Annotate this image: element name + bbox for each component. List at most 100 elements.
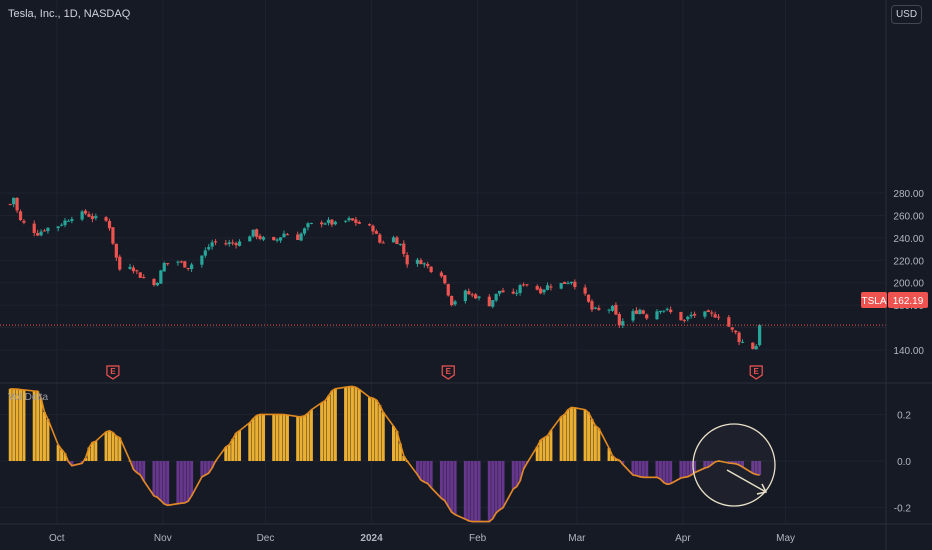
candle-body bbox=[463, 290, 467, 302]
histogram-bar bbox=[450, 461, 454, 513]
histogram-bar bbox=[655, 461, 659, 478]
candle-body bbox=[610, 305, 615, 311]
candle-body bbox=[402, 243, 406, 254]
histogram-bar bbox=[689, 461, 693, 475]
price-tick-label: 220.00 bbox=[893, 256, 924, 267]
candle-body bbox=[272, 236, 276, 241]
histogram-bar bbox=[446, 461, 450, 507]
indicator-axis[interactable]: 0.2 0.0 -0.2 bbox=[894, 410, 912, 514]
candle-body bbox=[200, 255, 204, 265]
last-price-label: 162.19 bbox=[893, 296, 924, 307]
candle-body bbox=[621, 321, 625, 326]
last-price-tag bbox=[888, 292, 928, 308]
candle-body bbox=[227, 242, 231, 245]
currency-button[interactable]: USD bbox=[891, 5, 922, 24]
histogram-bar bbox=[710, 461, 714, 465]
histogram-bar bbox=[159, 461, 163, 501]
histogram-bar bbox=[275, 414, 279, 461]
histogram-bar bbox=[511, 461, 515, 489]
candle-body bbox=[90, 216, 94, 219]
candle-body bbox=[443, 275, 447, 284]
histogram-bar bbox=[227, 444, 231, 461]
histogram-bar bbox=[104, 431, 108, 461]
histogram-bar bbox=[549, 430, 553, 461]
histogram-bar bbox=[261, 414, 265, 461]
histogram-bar bbox=[638, 461, 642, 477]
candle-body bbox=[131, 267, 136, 272]
candle-body bbox=[36, 233, 40, 236]
histogram-bar bbox=[682, 461, 686, 478]
histogram-bar bbox=[727, 461, 731, 463]
histogram-bar bbox=[131, 461, 135, 470]
candle-body bbox=[631, 311, 635, 321]
candle-body bbox=[183, 261, 187, 268]
histogram-bar bbox=[741, 461, 745, 467]
histogram-bar bbox=[70, 461, 74, 466]
candle-body bbox=[487, 296, 491, 307]
candle-body bbox=[234, 243, 238, 246]
candle-body bbox=[706, 310, 710, 312]
histogram-bar bbox=[330, 390, 334, 461]
candle-body bbox=[429, 266, 433, 272]
histogram-bar bbox=[357, 389, 361, 461]
candle-body bbox=[474, 294, 478, 299]
candle-body bbox=[641, 310, 645, 314]
histogram-bar bbox=[87, 447, 91, 461]
symbol-tag bbox=[861, 292, 887, 308]
candle-body bbox=[419, 260, 423, 265]
histogram-bar bbox=[371, 398, 375, 461]
time-tick-label: Nov bbox=[154, 533, 172, 544]
histogram-bar bbox=[272, 414, 276, 461]
candle-body bbox=[176, 261, 180, 263]
candle-body bbox=[333, 221, 337, 225]
candle-body bbox=[285, 234, 290, 236]
candle-body bbox=[751, 342, 755, 349]
histogram-bar bbox=[593, 425, 597, 461]
candle-body bbox=[135, 270, 139, 272]
candle-body bbox=[39, 231, 43, 236]
histogram-bar bbox=[378, 405, 382, 461]
histogram-bar bbox=[344, 387, 348, 461]
candle-body bbox=[350, 218, 355, 221]
histogram-bar bbox=[299, 416, 303, 461]
candle-body bbox=[422, 263, 426, 265]
candle-body bbox=[686, 316, 690, 320]
candle-body bbox=[497, 290, 502, 294]
histogram-bar bbox=[470, 461, 474, 522]
time-axis[interactable]: Oct Nov Dec 2024 Feb Mar Apr May bbox=[49, 533, 795, 544]
candle-body bbox=[255, 229, 259, 237]
candle-body bbox=[12, 197, 16, 205]
histogram-bar bbox=[207, 461, 211, 474]
candle-body bbox=[405, 255, 409, 265]
candle-body bbox=[213, 241, 218, 243]
indicator-tick-label: 0.2 bbox=[897, 410, 911, 421]
histogram-bar bbox=[587, 412, 591, 461]
histogram-bar bbox=[94, 441, 98, 461]
histogram-bar bbox=[210, 461, 214, 468]
candle-body bbox=[371, 225, 375, 232]
histogram-bar bbox=[754, 461, 758, 475]
time-tick-label: Oct bbox=[49, 533, 65, 544]
price-axis[interactable]: 140.00180.00200.00220.00240.00260.00280.… bbox=[893, 189, 924, 357]
candle-body bbox=[398, 243, 402, 245]
candle-body bbox=[586, 294, 591, 302]
candle-body bbox=[607, 309, 611, 311]
candle-body bbox=[128, 266, 132, 269]
candle-body bbox=[737, 332, 741, 343]
histogram-bar bbox=[573, 407, 577, 461]
price-tick-label: 200.00 bbox=[893, 279, 924, 290]
candle-body bbox=[22, 220, 26, 223]
candle-body bbox=[682, 319, 686, 321]
histogram-bar bbox=[279, 414, 283, 461]
candle-body bbox=[83, 210, 88, 214]
symbol-title[interactable]: Tesla, Inc., 1D, NASDAQ bbox=[8, 8, 131, 20]
histogram-bar bbox=[111, 432, 115, 461]
candle-body bbox=[395, 237, 399, 245]
indicator-label[interactable]: Vol Delta bbox=[8, 392, 49, 403]
candle-body bbox=[470, 294, 474, 296]
histogram-bar bbox=[282, 414, 286, 461]
histogram-bar bbox=[559, 416, 563, 461]
candle-body bbox=[515, 292, 519, 294]
histogram-bar bbox=[162, 461, 166, 504]
